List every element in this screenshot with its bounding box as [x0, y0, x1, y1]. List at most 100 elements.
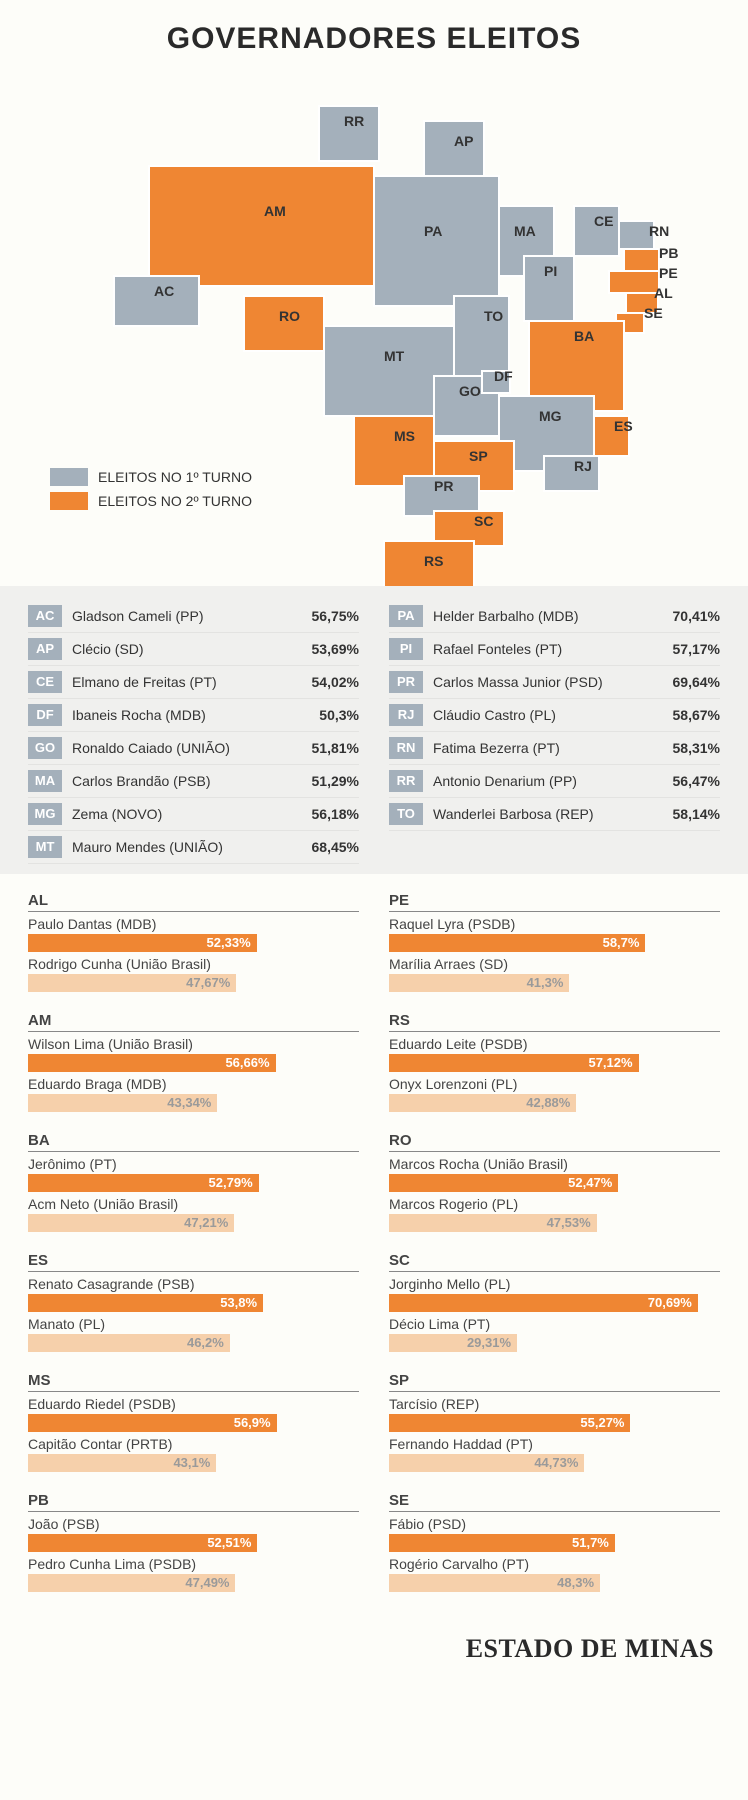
- loser-pct: 48,3%: [557, 1574, 594, 1592]
- winner-bar-wrap: 57,12%: [389, 1054, 720, 1072]
- page-title: GOVERNADORES ELEITOS: [0, 0, 748, 66]
- state-badge-mt: MT: [28, 836, 62, 858]
- governor-name: Carlos Massa Junior (PSD): [433, 674, 652, 690]
- state-badge-ma: MA: [28, 770, 62, 792]
- winner-bar: 58,7%: [389, 934, 645, 952]
- loser-bar: 41,3%: [389, 974, 569, 992]
- loser-bar-wrap: 47,67%: [28, 974, 359, 992]
- state-badge-pa: PA: [389, 605, 423, 627]
- second-round-block-al: ALPaulo Dantas (MDB)52,33%Rodrigo Cunha …: [28, 892, 359, 992]
- winner-pct: 52,51%: [207, 1534, 251, 1552]
- map-label-ce: CE: [594, 213, 613, 229]
- winner-pct: 52,79%: [209, 1174, 253, 1192]
- winner-name: Jorginho Mello (PL): [389, 1276, 720, 1292]
- winner-name: João (PSB): [28, 1516, 359, 1532]
- governor-pct: 51,81%: [291, 740, 359, 756]
- state-badge-ce: CE: [28, 671, 62, 693]
- state-badge-rj: RJ: [389, 704, 423, 726]
- governor-name: Clécio (SD): [72, 641, 291, 657]
- governor-pct: 50,3%: [291, 707, 359, 723]
- governor-pct: 68,45%: [291, 839, 359, 855]
- governor-name: Antonio Denarium (PP): [433, 773, 652, 789]
- loser-name: Onyx Lorenzoni (PL): [389, 1076, 720, 1092]
- governor-pct: 58,31%: [652, 740, 720, 756]
- second-round-block-pe: PE Raquel Lyra (PSDB) 58,7% Marília Arraes …: [389, 892, 720, 992]
- map-label-es: ES: [614, 418, 633, 434]
- winner-bar: 52,51%: [28, 1534, 257, 1552]
- first-round-row-ce: CEElmano de Freitas (PT)54,02%: [28, 666, 359, 699]
- governor-name: Rafael Fonteles (PT): [433, 641, 652, 657]
- second-round-block-sc: SC Jorginho Mello (PL) 70,69% Décio Lima (P…: [389, 1252, 720, 1352]
- loser-bar: 42,88%: [389, 1094, 576, 1112]
- loser-bar: 44,73%: [389, 1454, 584, 1472]
- state-code: RO: [389, 1132, 720, 1152]
- governor-pct: 58,14%: [652, 806, 720, 822]
- map-label-pa: PA: [424, 223, 442, 239]
- loser-bar-wrap: 29,31%: [389, 1334, 720, 1352]
- map-state-pe: [609, 271, 659, 293]
- winner-bar: 56,66%: [28, 1054, 276, 1072]
- first-round-section: ACGladson Cameli (PP)56,75% AP Clécio (SD)…: [0, 586, 748, 874]
- second-round-section: ALPaulo Dantas (MDB)52,33%Rodrigo Cunha …: [0, 874, 748, 1626]
- winner-bar: 52,47%: [389, 1174, 618, 1192]
- footer: ESTADO DE MINAS: [0, 1626, 748, 1690]
- loser-name: Marília Arraes (SD): [389, 956, 720, 972]
- loser-bar: 46,2%: [28, 1334, 230, 1352]
- first-round-row-rn: RNFatima Bezerra (PT)58,31%: [389, 732, 720, 765]
- map-label-rr: RR: [344, 113, 364, 129]
- governor-name: Mauro Mendes (UNIÃO): [72, 839, 291, 855]
- winner-bar-wrap: 52,79%: [28, 1174, 359, 1192]
- winner-bar-wrap: 70,69%: [389, 1294, 720, 1312]
- loser-bar: 47,67%: [28, 974, 236, 992]
- winner-pct: 56,66%: [225, 1054, 269, 1072]
- first-round-row-ap: APClécio (SD)53,69%: [28, 633, 359, 666]
- first-round-col-right: PAHelder Barbalho (MDB)70,41%PIRafael Fo…: [389, 600, 720, 864]
- loser-pct: 47,67%: [186, 974, 230, 992]
- state-code: ES: [28, 1252, 359, 1272]
- state-code: PE: [389, 892, 720, 912]
- map-state-pa: [374, 176, 499, 306]
- map-section: RRAPAMPAMACERNPBPEALSEPIACROTOBAMTGODFMG…: [0, 66, 748, 586]
- winner-name: Raquel Lyra (PSDB): [389, 916, 720, 932]
- loser-pct: 47,49%: [185, 1574, 229, 1592]
- governor-pct: 54,02%: [291, 674, 359, 690]
- state-code: SE: [389, 1492, 720, 1512]
- state-badge-ap: AP: [28, 638, 62, 660]
- first-round-row-ac: ACGladson Cameli (PP)56,75%: [28, 600, 359, 633]
- first-round-row-go: GORonaldo Caiado (UNIÃO)51,81%: [28, 732, 359, 765]
- loser-bar-wrap: 47,53%: [389, 1214, 720, 1232]
- governor-pct: 56,75%: [291, 608, 359, 624]
- loser-pct: 41,3%: [527, 974, 564, 992]
- winner-name: Eduardo Leite (PSDB): [389, 1036, 720, 1052]
- second-round-block-ms: MSEduardo Riedel (PSDB)56,9%Capitão Cont…: [28, 1372, 359, 1472]
- loser-name: Pedro Cunha Lima (PSDB): [28, 1556, 359, 1572]
- winner-pct: 56,9%: [234, 1414, 271, 1432]
- loser-name: Décio Lima (PT): [389, 1316, 720, 1332]
- loser-bar-wrap: 43,34%: [28, 1094, 359, 1112]
- first-round-row-df: DFIbaneis Rocha (MDB)50,3%: [28, 699, 359, 732]
- winner-pct: 55,27%: [580, 1414, 624, 1432]
- winner-pct: 51,7%: [572, 1534, 609, 1552]
- map-label-df: DF: [494, 368, 513, 384]
- map-label-ma: MA: [514, 223, 536, 239]
- loser-name: Manato (PL): [28, 1316, 359, 1332]
- state-badge-pr: PR: [389, 671, 423, 693]
- loser-bar: 47,53%: [389, 1214, 597, 1232]
- state-code: SC: [389, 1252, 720, 1272]
- winner-bar: 70,69%: [389, 1294, 698, 1312]
- governor-name: Helder Barbalho (MDB): [433, 608, 652, 624]
- winner-name: Marcos Rocha (União Brasil): [389, 1156, 720, 1172]
- loser-bar-wrap: 47,21%: [28, 1214, 359, 1232]
- loser-bar: 43,34%: [28, 1094, 217, 1112]
- governor-pct: 57,17%: [652, 641, 720, 657]
- loser-name: Acm Neto (União Brasil): [28, 1196, 359, 1212]
- map-label-al: AL: [654, 285, 673, 301]
- winner-name: Renato Casagrande (PSB): [28, 1276, 359, 1292]
- first-round-row-rj: RJCláudio Castro (PL)58,67%: [389, 699, 720, 732]
- loser-pct: 29,31%: [467, 1334, 511, 1352]
- loser-pct: 44,73%: [534, 1454, 578, 1472]
- state-badge-ac: AC: [28, 605, 62, 627]
- loser-bar: 47,21%: [28, 1214, 234, 1232]
- map-label-pi: PI: [544, 263, 557, 279]
- map-label-ac: AC: [154, 283, 174, 299]
